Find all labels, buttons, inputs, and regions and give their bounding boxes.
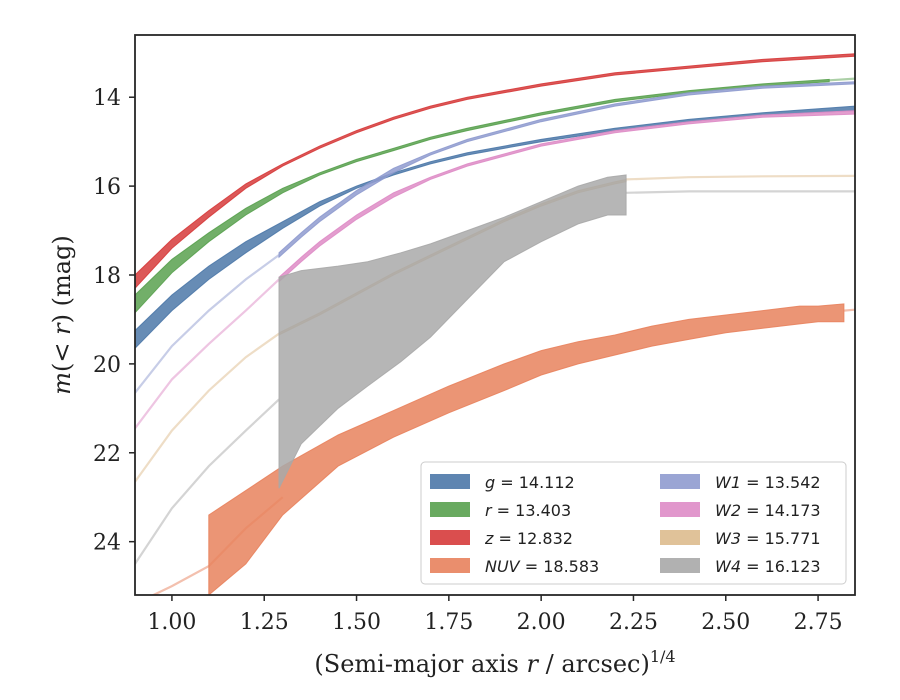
series-w1-faint-line [135, 254, 280, 394]
x-axis-label: (Semi-major axis r / arcsec)1/4 [314, 647, 675, 678]
y-tick-label: 24 [93, 531, 121, 556]
series-w3-faint-line-2 [626, 174, 855, 181]
x-tick-label: 2.50 [701, 610, 750, 635]
y-tick-label: 16 [93, 175, 121, 200]
series-g-band [135, 105, 855, 350]
legend-value-r: = 13.403 [492, 501, 572, 520]
x-axis-ticks: 1.00 1.25 1.50 1.75 2.00 2.25 2.50 2.75 [147, 595, 843, 635]
legend-var-w2: W2 [715, 501, 741, 520]
legend-var-w4: W4 [715, 557, 741, 576]
legend-swatch-r [430, 502, 470, 517]
legend-swatch-g [430, 474, 470, 489]
legend-value-g: = 14.112 [495, 473, 575, 492]
y-axis-label-m: m [48, 372, 76, 395]
legend-var-nuv: NUV [485, 557, 521, 576]
legend-label-w4: W4 = 16.123 [715, 557, 821, 576]
x-axis-label-var: r [526, 650, 539, 678]
legend-swatch-w1 [660, 474, 700, 489]
legend-var-w3: W3 [715, 529, 741, 548]
legend-label-w2: W2 = 14.173 [715, 501, 821, 520]
series-w3-faint-line [135, 332, 280, 483]
legend-var-z: z [484, 529, 494, 548]
series-r-band [135, 78, 830, 314]
x-tick-label: 1.50 [332, 610, 381, 635]
legend-label-w1: W1 = 13.542 [715, 473, 821, 492]
y-axis-label-tail: ) (mag) [48, 235, 76, 323]
legend-swatch-z [430, 530, 470, 545]
series-w4-faint-line-2 [626, 190, 855, 194]
legend-label-g: g = 14.112 [485, 473, 575, 492]
x-tick-label: 2.75 [794, 610, 843, 635]
y-tick-label: 18 [93, 264, 121, 289]
y-axis-label: m(< r) (mag) [48, 235, 76, 395]
legend-swatch-w2 [660, 502, 700, 517]
legend-swatch-w4 [660, 558, 700, 573]
legend-value-w1: = 13.542 [741, 473, 821, 492]
series-nuv-band [208, 303, 845, 595]
x-tick-label: 1.75 [424, 610, 473, 635]
series-w1-band [278, 81, 855, 259]
x-axis-label-prefix: (Semi-major axis [314, 650, 518, 678]
legend-swatch-nuv [430, 558, 470, 573]
y-tick-label: 22 [93, 442, 121, 467]
legend-value-nuv: = 18.583 [520, 557, 600, 576]
legend-value-z: = 12.832 [493, 529, 573, 548]
legend-label-w3: W3 = 15.771 [715, 529, 821, 548]
x-axis-label-exponent: 1/4 [650, 647, 676, 666]
legend-var-w1: W1 [715, 473, 741, 492]
legend-label-z: z = 12.832 [484, 529, 573, 548]
y-tick-label: 20 [93, 353, 121, 378]
y-axis-label-mid: (< [48, 335, 76, 372]
x-tick-label: 1.00 [147, 610, 196, 635]
x-tick-label: 2.25 [609, 610, 658, 635]
x-tick-label: 1.25 [240, 610, 289, 635]
series-nuv-faint-line-2 [843, 308, 855, 312]
legend-label-r: r = 13.403 [485, 501, 571, 520]
x-tick-label: 2.00 [517, 610, 566, 635]
series-w2-band [278, 110, 855, 283]
legend-swatch-w3 [660, 530, 700, 545]
legend-var-r: r [485, 501, 493, 520]
series-w4-band [278, 174, 627, 489]
plot-frame [134, 34, 856, 596]
y-axis-label-var: r [48, 322, 76, 335]
legend-label-nuv: NUV = 18.583 [485, 557, 599, 576]
y-axis-ticks: 14 16 18 20 22 24 [93, 86, 135, 556]
legend-value-w3: = 15.771 [741, 529, 821, 548]
series-r-faint-line [829, 77, 855, 82]
series-w4-faint-line [135, 398, 280, 565]
legend-var-g: g [485, 473, 495, 492]
series-w2-faint-line [135, 278, 280, 429]
legend-value-w2: = 14.173 [741, 501, 821, 520]
legend-box [420, 461, 847, 585]
legend-value-w4: = 16.123 [741, 557, 821, 576]
series-bands [135, 53, 855, 595]
y-tick-label: 14 [93, 86, 121, 111]
series-z-band [135, 53, 855, 290]
x-axis-label-unit: / arcsec) [538, 650, 650, 678]
